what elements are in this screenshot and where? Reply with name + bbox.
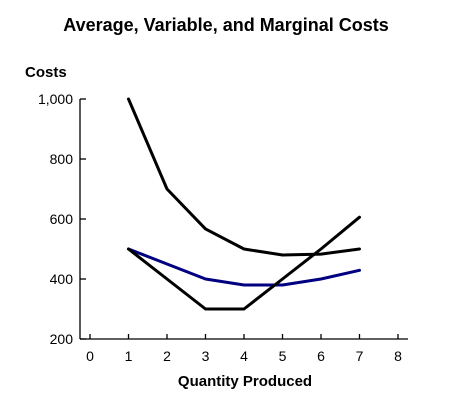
y-axis-title: Costs: [25, 64, 67, 81]
y-tick-label: 600: [50, 211, 74, 227]
x-axis-title: Quantity Produced: [178, 373, 312, 390]
y-tick-label: 200: [50, 331, 74, 347]
series-line-2: [127, 247, 361, 287]
y-tick-label: 400: [50, 271, 74, 287]
x-tick-label: 3: [202, 348, 210, 364]
x-axis-ticks: 0 1 2 3 4 5 6 7 8: [86, 334, 402, 364]
y-axis-ticks: 200 400 600 800 1,000: [38, 91, 86, 347]
y-tick-label: 800: [50, 151, 74, 167]
y-tick-label: 1,000: [38, 91, 73, 107]
x-tick-label: 1: [125, 348, 133, 364]
chart-title: Average, Variable, and Marginal Costs: [63, 15, 388, 35]
x-tick-label: 5: [279, 348, 287, 364]
x-tick-label: 6: [317, 348, 325, 364]
series-line-3: [127, 215, 361, 311]
series-layer: [127, 97, 361, 311]
x-tick-label: 0: [86, 348, 94, 364]
x-tick-label: 2: [163, 348, 171, 364]
x-tick-label: 4: [240, 348, 248, 364]
series-line-1: [127, 97, 361, 257]
x-tick-label: 7: [356, 348, 364, 364]
x-tick-label: 8: [394, 348, 402, 364]
